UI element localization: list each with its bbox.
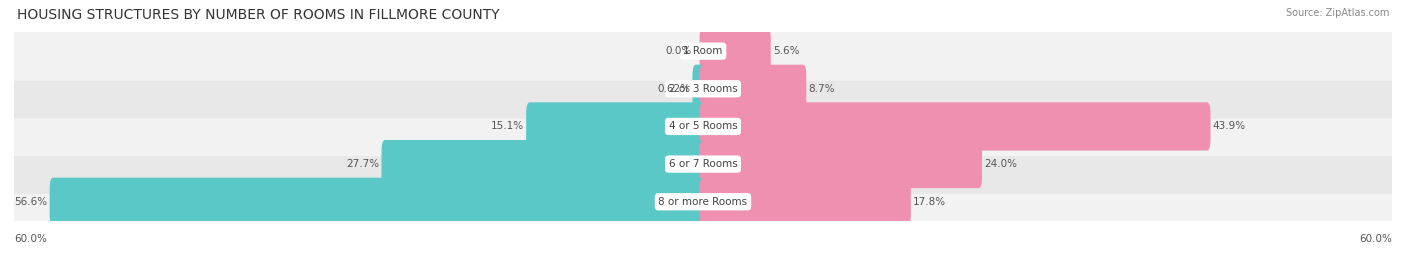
FancyBboxPatch shape <box>692 65 706 113</box>
FancyBboxPatch shape <box>4 134 1402 194</box>
Text: 24.0%: 24.0% <box>984 159 1018 169</box>
FancyBboxPatch shape <box>49 178 706 226</box>
Text: 1 Room: 1 Room <box>683 46 723 56</box>
Text: 17.8%: 17.8% <box>912 197 946 207</box>
FancyBboxPatch shape <box>700 27 770 75</box>
Text: 2 or 3 Rooms: 2 or 3 Rooms <box>669 84 737 94</box>
Text: 56.6%: 56.6% <box>14 197 48 207</box>
Text: 8 or more Rooms: 8 or more Rooms <box>658 197 748 207</box>
Text: HOUSING STRUCTURES BY NUMBER OF ROOMS IN FILLMORE COUNTY: HOUSING STRUCTURES BY NUMBER OF ROOMS IN… <box>17 8 499 22</box>
Text: 4 or 5 Rooms: 4 or 5 Rooms <box>669 121 737 132</box>
FancyBboxPatch shape <box>526 102 706 151</box>
FancyBboxPatch shape <box>700 140 981 188</box>
FancyBboxPatch shape <box>4 59 1402 119</box>
Text: 27.7%: 27.7% <box>346 159 380 169</box>
Text: 5.6%: 5.6% <box>773 46 800 56</box>
FancyBboxPatch shape <box>700 65 807 113</box>
Text: 0.0%: 0.0% <box>665 46 692 56</box>
FancyBboxPatch shape <box>4 97 1402 156</box>
FancyBboxPatch shape <box>700 178 911 226</box>
FancyBboxPatch shape <box>4 21 1402 81</box>
FancyBboxPatch shape <box>381 140 706 188</box>
FancyBboxPatch shape <box>700 102 1211 151</box>
Text: 8.7%: 8.7% <box>808 84 835 94</box>
Text: 60.0%: 60.0% <box>1360 234 1392 244</box>
Text: 6 or 7 Rooms: 6 or 7 Rooms <box>669 159 737 169</box>
Text: 0.62%: 0.62% <box>657 84 690 94</box>
Text: 43.9%: 43.9% <box>1213 121 1246 132</box>
Text: 15.1%: 15.1% <box>491 121 524 132</box>
Text: 60.0%: 60.0% <box>14 234 46 244</box>
Text: Source: ZipAtlas.com: Source: ZipAtlas.com <box>1285 8 1389 18</box>
FancyBboxPatch shape <box>4 172 1402 232</box>
